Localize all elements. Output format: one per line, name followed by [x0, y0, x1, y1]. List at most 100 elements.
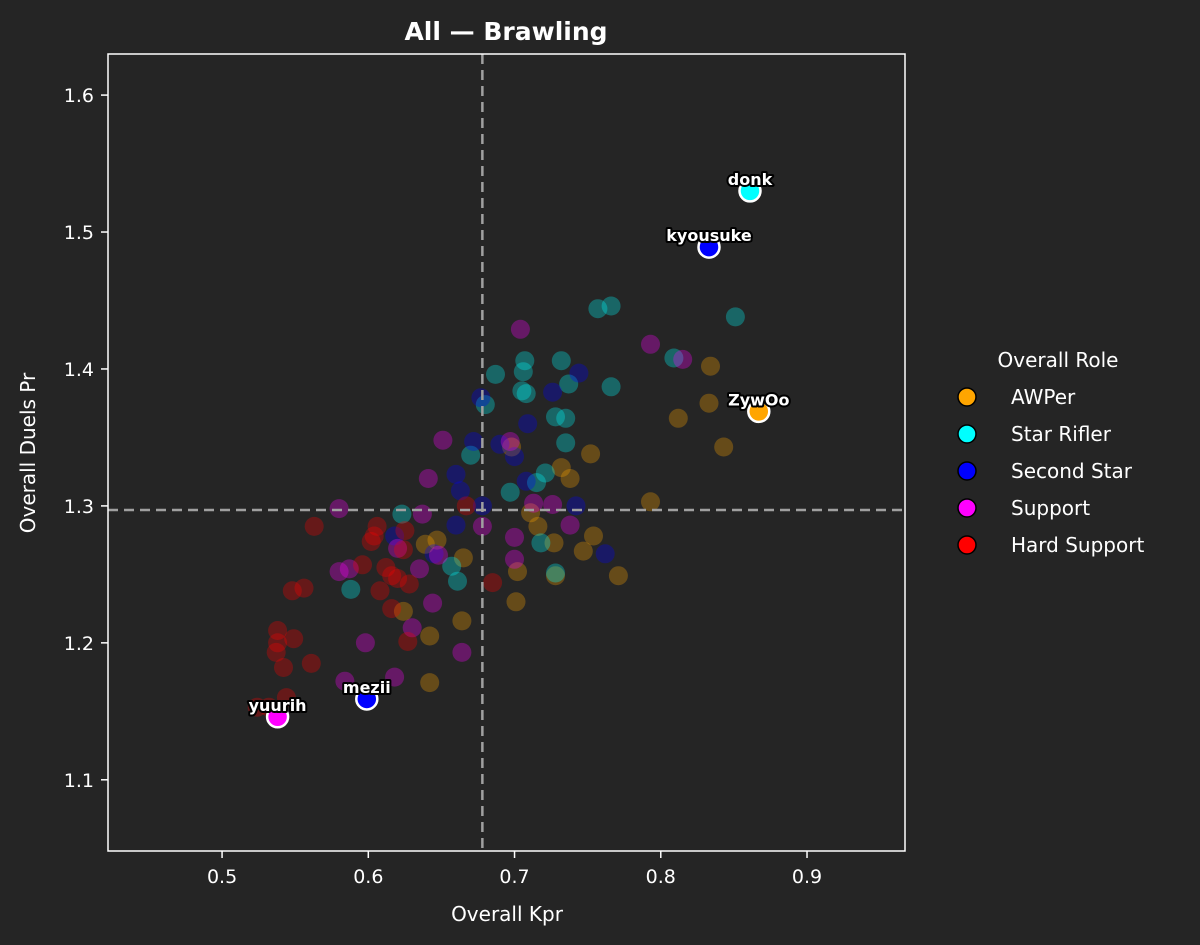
point-support	[423, 593, 443, 613]
point-awper	[551, 458, 571, 478]
point-support	[500, 432, 520, 451]
point-star-rifler	[392, 504, 412, 524]
y-axis-label: Overall Duels Pr	[16, 372, 40, 533]
point-awper	[420, 673, 440, 693]
x-axis: 0.5 0.6 0.7 0.8 0.9	[207, 851, 822, 888]
y-tick-label: 1.6	[64, 85, 94, 107]
point-support	[339, 559, 359, 579]
player-label-donk: donk	[728, 170, 773, 189]
point-hard-support	[399, 574, 419, 594]
point-awper	[508, 562, 527, 582]
x-tick-label: 0.8	[646, 866, 676, 888]
point-hard-support	[361, 532, 381, 551]
point-support	[433, 430, 453, 450]
plot-background	[108, 54, 905, 851]
legend-marker-awper	[957, 387, 977, 407]
point-hard-support	[353, 555, 372, 575]
chart-title: All — Brawling	[404, 17, 607, 46]
point-star-rifler	[516, 384, 536, 404]
point-hard-support	[367, 516, 387, 536]
legend-label-star-rifler: Star Rifler	[1011, 422, 1112, 446]
point-awper	[415, 534, 435, 554]
y-tick-label: 1.4	[64, 359, 94, 381]
point-star-rifler	[535, 463, 555, 483]
point-awper	[506, 592, 526, 612]
player-label-mezii: mezii	[343, 678, 391, 697]
point-star-rifler	[546, 407, 565, 427]
point-second-star	[566, 496, 586, 516]
point-second-star	[464, 432, 484, 451]
point-awper	[521, 503, 541, 523]
point-awper	[701, 356, 720, 376]
point-star-rifler	[448, 571, 467, 591]
legend-label-second-star: Second Star	[1011, 459, 1133, 483]
highlighted-players: donk kyousuke ZywOo mezii yuurih	[247, 168, 792, 729]
point-star-rifler	[556, 433, 576, 453]
point-hard-support	[247, 697, 267, 717]
y-tick-label: 1.5	[64, 222, 94, 244]
legend-marker-support	[957, 498, 977, 518]
point-awper	[641, 492, 660, 512]
x-axis-label: Overall Kpr	[451, 902, 564, 926]
point-second-star	[450, 481, 470, 501]
highlight-point-donk	[738, 179, 762, 203]
point-support	[641, 334, 660, 354]
point-support	[402, 618, 422, 638]
point-awper	[546, 566, 565, 586]
point-star-rifler	[500, 482, 520, 502]
point-star-rifler	[442, 556, 462, 576]
point-hard-support	[456, 496, 476, 516]
point-second-star	[471, 388, 491, 408]
point-support	[452, 642, 472, 662]
point-awper	[420, 626, 440, 646]
point-hard-support	[276, 688, 296, 708]
player-label-zywoo: ZywOo	[728, 390, 789, 409]
point-second-star	[490, 434, 510, 454]
point-awper	[452, 611, 472, 631]
point-second-star	[543, 382, 563, 402]
point-hard-support	[382, 566, 402, 586]
point-support	[524, 493, 544, 513]
point-awper	[581, 444, 601, 464]
player-label-yuurih: yuurih	[249, 696, 307, 715]
point-star-rifler	[551, 351, 571, 371]
point-support	[335, 671, 355, 691]
point-star-rifler	[556, 408, 576, 428]
point-second-star	[516, 471, 536, 491]
legend-marker-second-star	[957, 461, 977, 481]
player-label-kyousuke: kyousuke	[666, 226, 752, 245]
point-star-rifler	[531, 533, 551, 553]
point-star-rifler	[515, 351, 535, 371]
point-star-rifler	[527, 473, 546, 493]
point-second-star	[424, 544, 444, 564]
point-star-rifler	[725, 307, 745, 327]
y-tick-label: 1.2	[64, 633, 94, 655]
point-support	[673, 349, 693, 369]
point-second-star	[595, 544, 615, 564]
point-awper	[427, 530, 447, 550]
point-hard-support	[301, 653, 321, 673]
point-hard-support	[395, 521, 415, 541]
point-second-star	[446, 464, 466, 484]
point-support	[329, 499, 349, 519]
point-hard-support	[284, 629, 304, 649]
x-tick-label: 0.9	[792, 866, 822, 888]
point-support	[429, 545, 448, 565]
point-hard-support	[364, 526, 384, 546]
point-star-rifler	[341, 579, 361, 599]
point-support	[412, 504, 432, 524]
point-hard-support	[268, 633, 288, 653]
point-second-star	[505, 447, 524, 467]
point-second-star	[569, 363, 589, 383]
point-hard-support	[268, 621, 288, 640]
legend-marker-hard-support	[957, 535, 977, 555]
point-star-rifler	[664, 348, 684, 368]
point-support	[355, 633, 375, 653]
y-tick-label: 1.3	[64, 496, 94, 518]
point-awper	[699, 393, 719, 413]
legend-title: Overall Role	[998, 348, 1119, 372]
y-axis: 1.1 1.2 1.3 1.4 1.5 1.6	[64, 85, 108, 792]
point-awper	[560, 469, 580, 488]
x-tick-label: 0.7	[499, 866, 529, 888]
